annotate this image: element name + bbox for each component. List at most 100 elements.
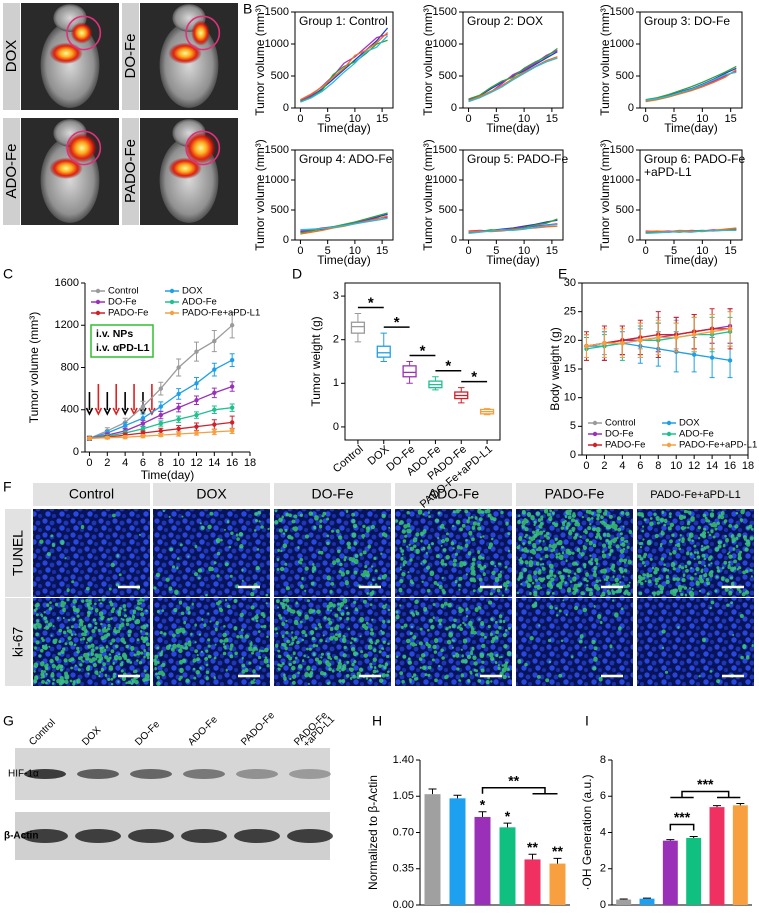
column-header-bg [274,483,391,506]
x-tick-label: 10 [518,113,530,125]
x-tick-label: 15 [725,245,737,257]
y-tick-label: 500 [616,204,634,216]
y-tick-label: 6 [600,790,606,802]
y-tick-label: 0 [451,102,457,114]
significance-label: ** [508,772,519,788]
data-point [122,435,128,440]
y-tick-label: 400 [61,404,79,416]
row-label: TUNEL [10,530,26,576]
column-header-bg [395,483,512,506]
legend-marker [169,288,175,294]
data-point [176,365,181,370]
micrograph [395,509,512,597]
data-point [229,428,235,434]
data-point [140,404,146,409]
significance-label: * [445,358,451,375]
x-tick-label: 10 [696,245,708,257]
band-hif [183,769,225,779]
data-point [709,355,715,360]
series-line [468,57,558,103]
y-tick-label: 5 [570,420,576,432]
data-point [140,433,146,439]
panel-label: G [3,713,14,729]
data-point [212,407,217,412]
image-label: PADO-Fe [122,139,139,203]
tumor-signal [191,20,211,46]
legend-marker [666,420,672,426]
panel-label: D [292,266,302,282]
x-tick-label: 5 [493,245,499,257]
x-tick-label: 12 [688,460,700,472]
y-tick-label: 0 [333,421,339,433]
data-point [194,381,199,386]
data-point [176,391,181,397]
bar [499,827,516,905]
data-point [602,341,607,346]
y-axis-label: Tumor volume (mm³) [253,139,267,251]
column-header: ADO-Fe [428,486,480,502]
y-tick-label: 0 [628,234,634,246]
legend-label: DO-Fe [108,297,137,308]
box-body [402,365,417,378]
data-point [194,412,199,418]
chart-title: Group 6: PADO-Fe [644,152,745,166]
y-axis-label: ·OH Generation (a.u.) [580,774,594,890]
error-bar [528,853,537,860]
column-header: Control [69,486,114,502]
series-line [468,47,558,100]
y-tick-label: 0 [451,234,457,246]
panel-label: I [585,713,589,729]
series-line [645,227,737,233]
x-tick-label: 16 [724,460,736,472]
significance-label: * [368,294,374,311]
series-line [645,65,737,101]
panel-label: B [243,1,252,17]
error-bar [478,811,487,817]
series-line [645,229,737,235]
chart-title: Group 4: ADO-Fe [299,152,393,166]
error-bar [666,839,675,841]
green-signal [153,509,270,597]
column-header: PADO-Fe+aPD-L1 [650,489,741,501]
data-point [674,335,679,340]
x-tick-label: 15 [546,245,558,257]
legend-marker [666,431,672,437]
bar [686,837,702,905]
x-tick-label: 15 [546,113,558,125]
error-bar [689,835,698,838]
x-tick-label: 0 [297,245,303,257]
legend-label: PADO-Fe+aPD-L1 [182,308,260,319]
micrograph [153,509,270,597]
y-tick-label: 500 [271,204,289,216]
plot-frame [639,11,743,109]
injection-arrow [94,384,103,416]
error-bar [643,897,651,899]
x-axis-label: Time(day) [664,121,718,135]
y-tick-label: 1000 [610,38,634,50]
star-label: ** [552,843,563,859]
data-point [176,431,181,437]
error-bar [736,803,745,806]
x-tick-label: 0 [583,460,589,472]
y-axis-label: Normalized to β-Actin [366,775,380,890]
x-tick-label: 10 [696,113,708,125]
chart-title: Group 5: PADO-Fe [467,152,568,166]
data-point [691,352,697,357]
series-line [300,35,389,103]
data-point [709,329,715,334]
x-axis-label: Time(day) [317,121,371,135]
plot-frame [294,149,394,241]
row-label-bar [5,509,31,597]
annotation-text: i.v. NPs [96,328,133,340]
x-tick-label: 18 [742,460,754,472]
legend-marker [95,288,101,294]
band-actin [75,829,121,843]
x-tick-label: 2 [601,460,607,472]
significance-label: * [394,314,400,331]
legend-marker [666,442,672,448]
x-tick-label: 15 [376,245,388,257]
image-label: DOX [3,40,20,73]
annotation-text: i.v. αPD-L1 [96,342,150,354]
data-point [158,428,164,434]
